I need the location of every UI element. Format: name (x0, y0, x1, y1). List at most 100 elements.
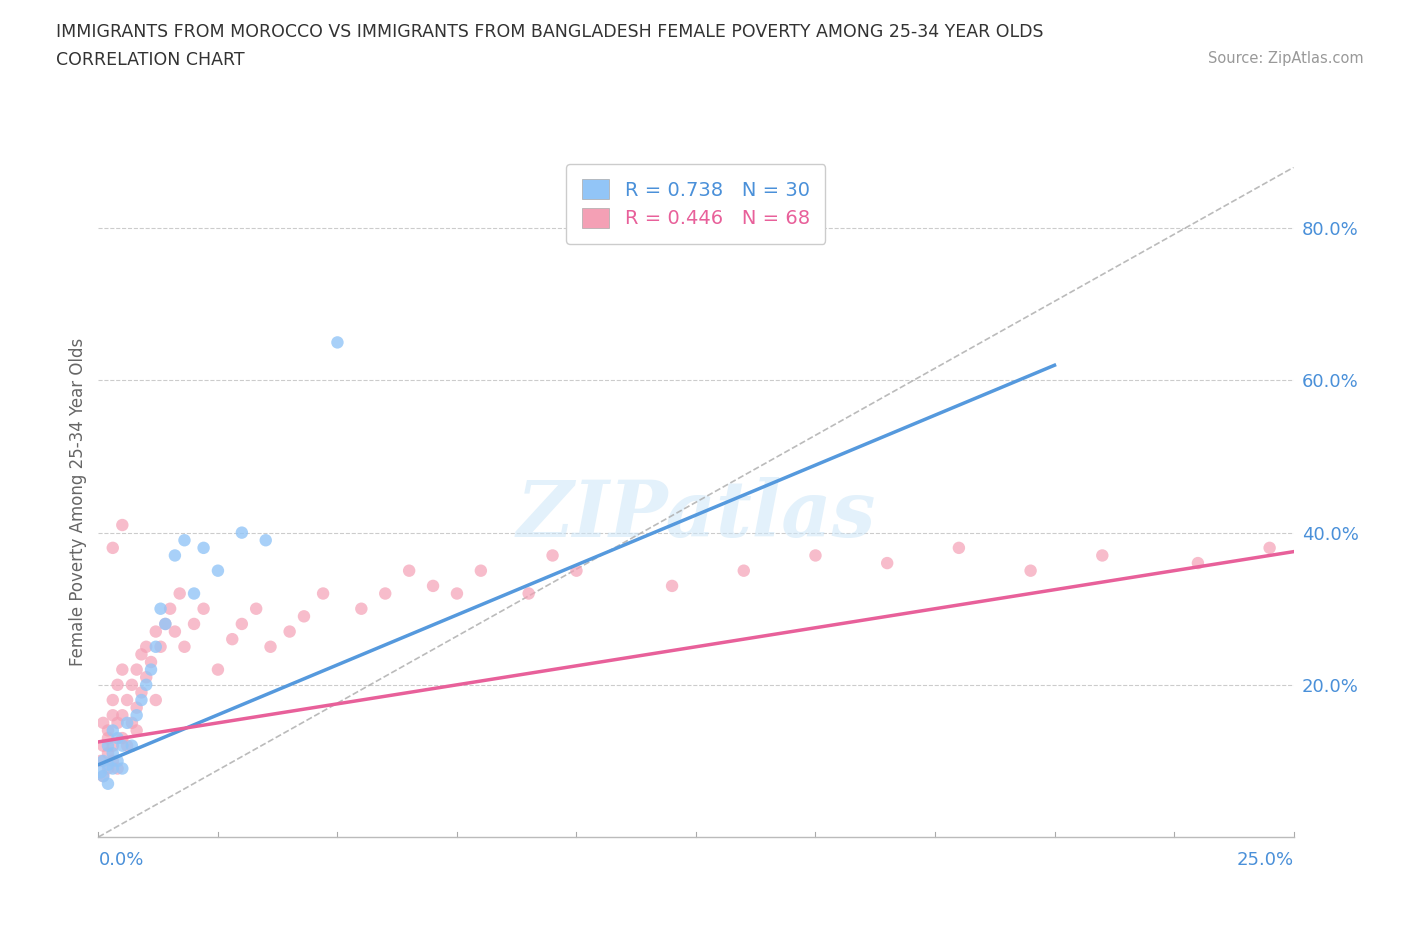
Point (91, 753, 114, 768)
Point (131, 685, 153, 700)
Point (101, 708, 124, 723)
Point (111, 761, 134, 776)
Point (1091, 548, 1114, 563)
Point (91, 769, 114, 784)
Point (125, 708, 148, 723)
Point (470, 564, 492, 578)
Point (111, 662, 134, 677)
Point (183, 617, 205, 631)
Point (145, 693, 167, 708)
Point (541, 548, 564, 563)
Point (139, 662, 162, 677)
Text: ZIPatlas: ZIPatlas (516, 477, 876, 554)
Point (145, 624, 167, 639)
Point (446, 586, 468, 601)
Point (193, 540, 215, 555)
Point (245, 602, 267, 617)
Y-axis label: Female Poverty Among 25-34 Year Olds: Female Poverty Among 25-34 Year Olds (69, 339, 87, 666)
Point (135, 639, 157, 654)
Text: CORRELATION CHART: CORRELATION CHART (56, 51, 245, 69)
Point (422, 578, 444, 593)
Point (90, 753, 112, 768)
Point (121, 738, 143, 753)
Point (398, 564, 420, 578)
Point (91, 738, 114, 753)
Point (948, 540, 970, 555)
Point (90, 764, 112, 779)
Point (115, 693, 138, 708)
Point (107, 715, 129, 730)
Text: 0.0%: 0.0% (98, 851, 143, 869)
Point (259, 639, 281, 654)
Point (565, 564, 588, 578)
Point (111, 731, 134, 746)
Point (91, 769, 114, 784)
Legend: R = 0.738   N = 30, R = 0.446   N = 68: R = 0.738 N = 30, R = 0.446 N = 68 (567, 164, 825, 244)
Point (131, 647, 153, 662)
Point (97, 757, 120, 772)
Point (207, 564, 229, 578)
Point (125, 662, 148, 677)
Point (374, 586, 396, 601)
Point (111, 708, 134, 723)
Point (254, 533, 277, 548)
Text: 25.0%: 25.0% (1236, 851, 1294, 869)
Point (101, 738, 124, 753)
Point (804, 548, 827, 563)
Point (149, 639, 172, 654)
Point (91, 715, 114, 730)
Point (101, 723, 124, 737)
Point (107, 677, 129, 692)
Point (115, 738, 138, 753)
Text: IMMIGRANTS FROM MOROCCO VS IMMIGRANTS FROM BANGLADESH FEMALE POVERTY AMONG 25-34: IMMIGRANTS FROM MOROCCO VS IMMIGRANTS FR… (56, 23, 1043, 41)
Point (1187, 555, 1209, 570)
Point (517, 586, 540, 601)
Point (155, 617, 177, 631)
Point (193, 602, 215, 617)
Point (97, 723, 120, 737)
Point (159, 602, 181, 617)
Point (107, 753, 129, 768)
Point (312, 586, 335, 601)
Point (278, 624, 301, 639)
Point (173, 533, 195, 548)
Point (139, 655, 162, 670)
Point (101, 746, 124, 761)
Point (97, 746, 120, 761)
Point (163, 624, 186, 639)
Point (145, 639, 167, 654)
Text: Source: ZipAtlas.com: Source: ZipAtlas.com (1208, 51, 1364, 66)
Point (231, 617, 253, 631)
Point (107, 761, 129, 776)
Point (101, 753, 124, 768)
Point (135, 677, 157, 692)
Point (121, 715, 143, 730)
Point (1258, 540, 1281, 555)
Point (97, 777, 120, 791)
Point (125, 723, 148, 737)
Point (101, 761, 124, 776)
Point (135, 670, 157, 684)
Point (149, 602, 172, 617)
Point (876, 555, 898, 570)
Point (169, 586, 191, 601)
Point (292, 609, 315, 624)
Point (163, 548, 186, 563)
Point (155, 617, 177, 631)
Point (733, 564, 755, 578)
Point (350, 602, 373, 617)
Point (121, 677, 143, 692)
Point (97, 761, 120, 776)
Point (183, 586, 205, 601)
Point (111, 738, 134, 753)
Point (207, 662, 229, 677)
Point (326, 335, 349, 350)
Point (97, 738, 120, 753)
Point (97, 731, 120, 746)
Point (101, 540, 124, 555)
Point (173, 639, 195, 654)
Point (221, 631, 243, 646)
Point (111, 518, 134, 533)
Point (231, 525, 253, 540)
Point (131, 693, 153, 708)
